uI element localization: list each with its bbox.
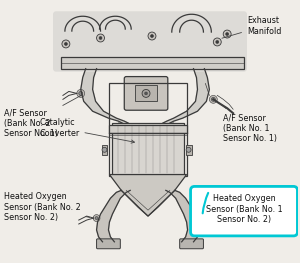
- Circle shape: [99, 37, 102, 39]
- FancyBboxPatch shape: [97, 239, 120, 249]
- Text: Heated Oxygen
Sensor (Bank No. 2
Sensor No. 2): Heated Oxygen Sensor (Bank No. 2 Sensor …: [4, 192, 90, 222]
- Circle shape: [148, 32, 156, 40]
- Circle shape: [97, 34, 104, 42]
- Circle shape: [64, 42, 68, 45]
- Polygon shape: [212, 97, 215, 101]
- Polygon shape: [110, 175, 187, 216]
- Text: A/F Sensor
(Bank No. 2
Sensor No. 1): A/F Sensor (Bank No. 2 Sensor No. 1): [4, 95, 82, 138]
- Circle shape: [186, 147, 191, 152]
- FancyBboxPatch shape: [61, 57, 244, 69]
- FancyBboxPatch shape: [53, 11, 247, 72]
- Text: Catalytic
Converter: Catalytic Converter: [39, 118, 134, 143]
- FancyBboxPatch shape: [124, 77, 168, 110]
- Polygon shape: [93, 215, 100, 221]
- Polygon shape: [198, 217, 201, 220]
- Polygon shape: [95, 217, 98, 220]
- Circle shape: [216, 41, 219, 43]
- Bar: [112, 123, 184, 175]
- Polygon shape: [77, 89, 85, 97]
- Text: Heated Oxygen
Sensor (Bank No. 1
Sensor No. 2): Heated Oxygen Sensor (Bank No. 1 Sensor …: [206, 194, 282, 224]
- Bar: [186, 145, 192, 155]
- FancyBboxPatch shape: [180, 239, 203, 249]
- Polygon shape: [118, 123, 174, 130]
- Bar: [110, 125, 187, 133]
- Circle shape: [142, 89, 150, 97]
- Polygon shape: [79, 92, 83, 95]
- Circle shape: [213, 38, 221, 46]
- Circle shape: [145, 92, 148, 95]
- Polygon shape: [81, 69, 128, 123]
- Polygon shape: [196, 215, 203, 221]
- Circle shape: [223, 30, 231, 38]
- Polygon shape: [166, 190, 200, 242]
- Polygon shape: [97, 190, 130, 242]
- FancyBboxPatch shape: [190, 186, 297, 236]
- Text: A/F Sensor
(Bank No. 1
Sensor No. 1): A/F Sensor (Bank No. 1 Sensor No. 1): [219, 103, 277, 143]
- Circle shape: [151, 34, 154, 38]
- Circle shape: [102, 147, 107, 152]
- Bar: [101, 145, 107, 155]
- Bar: [110, 83, 187, 175]
- Circle shape: [226, 33, 229, 36]
- FancyBboxPatch shape: [135, 85, 157, 101]
- Circle shape: [62, 40, 70, 48]
- Polygon shape: [209, 95, 217, 103]
- Text: Exhaust
Manifold: Exhaust Manifold: [222, 16, 281, 38]
- Polygon shape: [163, 69, 209, 123]
